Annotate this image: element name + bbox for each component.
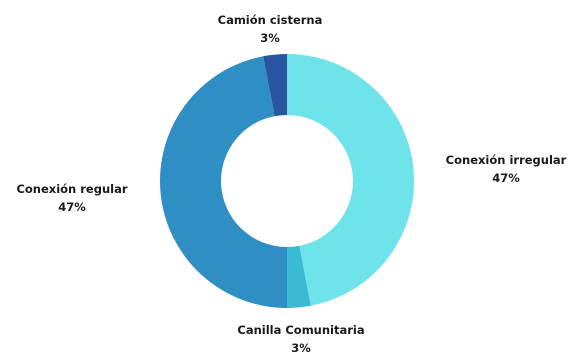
slice-value-conexion-regular: 47% [58, 200, 86, 214]
slice-label-conexion-regular: Conexión regular [16, 182, 127, 196]
slice-label-conexion-irregular: Conexión irregular [446, 153, 567, 167]
slice-label-canilla-comunitaria: Canilla Comunitaria [237, 323, 364, 337]
slice-value-canilla-comunitaria: 3% [291, 341, 311, 355]
slice-label-camion-cisterna: Camión cisterna [218, 13, 323, 27]
slice-value-camion-cisterna: 3% [260, 31, 280, 45]
slice-value-conexion-irregular: 47% [492, 171, 520, 185]
donut-hole [221, 115, 353, 247]
